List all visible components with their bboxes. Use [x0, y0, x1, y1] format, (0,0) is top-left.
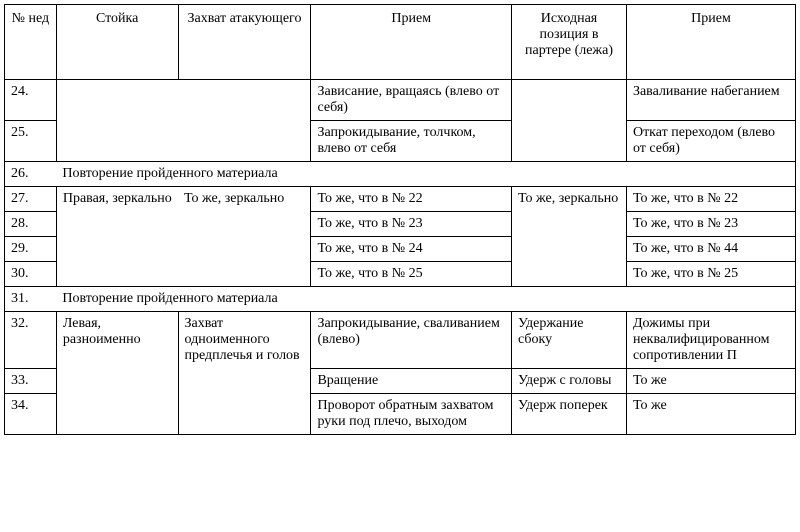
cell-technique1: Вращение [311, 369, 512, 394]
cell-technique1: Запрокидывание, толчком, влево от себя [311, 121, 512, 162]
cell-technique1: Запрокидывание, сваливанием (влево) [311, 312, 512, 369]
cell-technique2: То же, что в № 25 [626, 262, 795, 287]
col-header-technique2: Прием [626, 5, 795, 80]
col-header-stance: Стойка [56, 5, 178, 80]
table-row: 27. Правая, зеркально То же, зеркально Т… [5, 187, 796, 212]
week-num: 27. [5, 187, 57, 212]
cell-startpos: Удерж с головы [512, 369, 627, 394]
cell-startpos-empty [512, 80, 627, 162]
cell-stance-grip-empty [56, 80, 311, 162]
week-num: 34. [5, 394, 57, 435]
cell-startpos: Удержание сбоку [512, 312, 627, 369]
week-num: 28. [5, 212, 57, 237]
cell-stance: Правая, зеркально [56, 187, 178, 287]
week-num: 30. [5, 262, 57, 287]
cell-technique1: То же, что в № 23 [311, 212, 512, 237]
cell-technique1: То же, что в № 22 [311, 187, 512, 212]
col-header-start-pos: Исходная позиция в партере (лежа) [512, 5, 627, 80]
table-header-row: № нед Стойка Захват атакующего Прием Исх… [5, 5, 796, 80]
cell-technique2: Заваливание набеганием [626, 80, 795, 121]
cell-repeat-material: Повторение пройденного материала [56, 287, 795, 312]
cell-grip: Захват одноименного предплечья и голов [178, 312, 311, 435]
cell-technique2: То же [626, 369, 795, 394]
cell-stance: Левая, разноименно [56, 312, 178, 435]
table-row: 32. Левая, разноименно Захват одноименно… [5, 312, 796, 369]
week-num: 29. [5, 237, 57, 262]
cell-repeat-material: Повторение пройденного материала [56, 162, 795, 187]
cell-startpos: То же, зеркально [512, 187, 627, 287]
col-header-grip: Захват атакующего [178, 5, 311, 80]
week-num: 25. [5, 121, 57, 162]
week-num: 24. [5, 80, 57, 121]
cell-startpos: Удерж поперек [512, 394, 627, 435]
week-num: 26. [5, 162, 57, 187]
training-table: № нед Стойка Захват атакующего Прием Исх… [4, 4, 796, 435]
cell-technique2: То же, что в № 44 [626, 237, 795, 262]
cell-technique2: Дожимы при неквалифицированном сопротивл… [626, 312, 795, 369]
col-header-technique1: Прием [311, 5, 512, 80]
table-row-span: 31. Повторение пройденного материала [5, 287, 796, 312]
cell-technique2: То же, что в № 22 [626, 187, 795, 212]
col-header-week-num: № нед [5, 5, 57, 80]
cell-technique1: То же, что в № 24 [311, 237, 512, 262]
table-row: 24. Зависание, вращаясь (влево от себя) … [5, 80, 796, 121]
cell-technique1: Проворот обратным захватом руки под плеч… [311, 394, 512, 435]
cell-technique1: То же, что в № 25 [311, 262, 512, 287]
cell-technique2: Откат переходом (влево от себя) [626, 121, 795, 162]
cell-technique2: То же [626, 394, 795, 435]
cell-technique2: То же, что в № 23 [626, 212, 795, 237]
week-num: 31. [5, 287, 57, 312]
table-row-span: 26. Повторение пройденного материала [5, 162, 796, 187]
week-num: 33. [5, 369, 57, 394]
cell-technique1: Зависание, вращаясь (влево от себя) [311, 80, 512, 121]
week-num: 32. [5, 312, 57, 369]
cell-grip: То же, зеркально [178, 187, 311, 287]
